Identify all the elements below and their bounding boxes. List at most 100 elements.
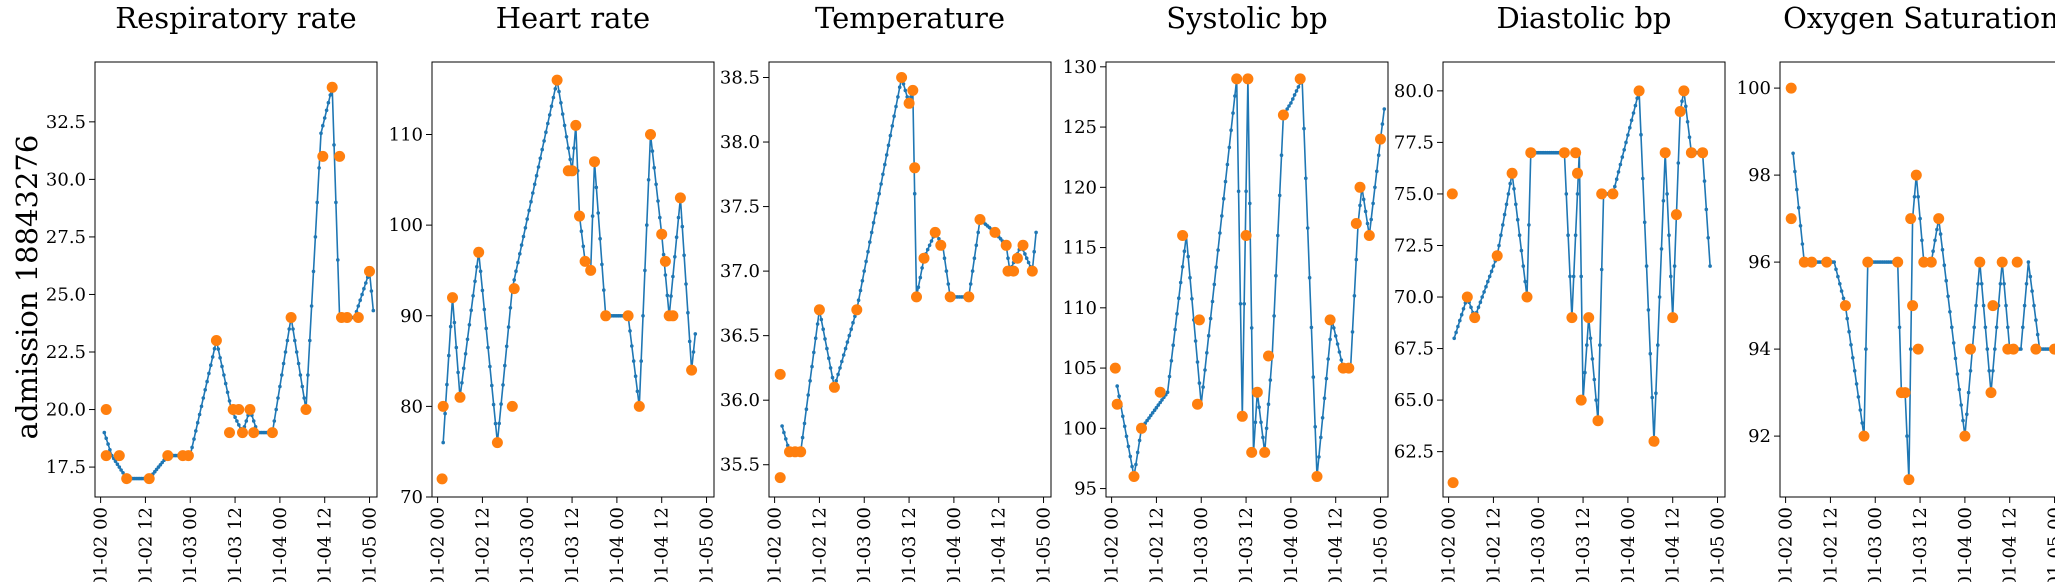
observed-point — [1839, 300, 1851, 312]
x-tick-label: 01-02 00 — [1102, 507, 1123, 582]
sample-point — [1702, 179, 1707, 183]
sample-point — [1032, 249, 1036, 254]
sample-point — [1588, 336, 1593, 341]
y-tick-label: 105 — [1063, 358, 1097, 379]
sample-point — [1326, 357, 1330, 361]
sample-point — [693, 332, 698, 336]
observed-point — [1785, 213, 1797, 225]
sample-point — [296, 361, 301, 366]
sample-point — [1965, 412, 1969, 417]
sample-point — [1648, 351, 1653, 356]
sample-point — [461, 366, 466, 371]
sample-point — [1469, 305, 1473, 310]
sample-point — [901, 82, 906, 86]
sample-point — [1629, 118, 1634, 123]
x-tick-label: 01-03 00 — [1865, 507, 1886, 582]
sample-point — [1918, 216, 1922, 221]
sample-point — [860, 279, 865, 283]
sample-point — [1979, 282, 1984, 286]
sample-point — [1208, 316, 1213, 321]
sample-point — [1382, 107, 1387, 111]
sample-point — [205, 379, 209, 384]
sample-point — [1951, 341, 1956, 345]
x-tick-label: 01-02 12 — [1146, 507, 1167, 582]
observed-point — [1821, 256, 1833, 268]
sample-point — [199, 404, 204, 409]
sample-point — [600, 262, 604, 267]
sample-point — [825, 346, 829, 351]
sample-point — [195, 420, 200, 425]
sample-point — [2022, 303, 2027, 308]
sample-point — [1519, 248, 1524, 253]
sample-point — [328, 93, 333, 97]
y-tick-label: 67.5 — [1394, 339, 1434, 360]
sample-point — [1521, 264, 1526, 268]
sample-point — [1834, 267, 1838, 272]
sample-point — [478, 269, 483, 274]
sample-point — [1259, 420, 1263, 425]
sample-point — [324, 108, 329, 113]
observed-point — [1806, 256, 1818, 268]
sample-point — [1583, 370, 1587, 375]
sample-point — [119, 468, 123, 472]
sample-point — [1685, 120, 1690, 124]
sample-point — [1642, 220, 1647, 225]
sample-point — [1294, 89, 1299, 93]
observed-point — [622, 310, 634, 322]
sample-point — [1620, 155, 1625, 159]
panel-title: Systolic bp — [1166, 1, 1327, 35]
sample-point — [108, 448, 112, 452]
sample-point — [1373, 185, 1377, 190]
observed-point — [491, 437, 503, 449]
observed-point — [1572, 167, 1583, 179]
x-tick-label: 01-04 12 — [2000, 507, 2021, 582]
observed-point — [1633, 85, 1645, 97]
sample-point — [562, 123, 567, 128]
sample-point — [827, 356, 831, 361]
observed-point — [1575, 394, 1587, 406]
observed-point — [929, 226, 941, 238]
y-tick-label: 120 — [1063, 177, 1097, 198]
sample-point — [1220, 214, 1224, 218]
sample-point — [905, 95, 909, 99]
sample-point — [676, 215, 681, 220]
observed-point — [1905, 213, 1917, 225]
observed-markers — [436, 74, 698, 485]
observed-point — [1974, 256, 1986, 268]
y-tick-label: 20.0 — [46, 400, 86, 421]
sample-point — [293, 338, 297, 343]
sample-point — [197, 412, 202, 417]
observed-point — [645, 129, 656, 140]
panel-3: Temperature 35.5 36.0 36.5 37.0 37.5 38.0 38.5 0… — [720, 1, 1055, 582]
sample-point — [1633, 103, 1638, 108]
observed-point — [1907, 300, 1919, 312]
x-tick-label: 01-02 00 — [765, 507, 786, 582]
sample-point — [201, 396, 206, 400]
sample-point — [663, 273, 668, 277]
sample-point — [851, 320, 855, 325]
sample-point — [1585, 343, 1589, 347]
sample-point — [315, 200, 320, 205]
sample-point — [525, 217, 529, 221]
sample-point — [1311, 375, 1316, 379]
sample-point — [311, 269, 316, 274]
sample-point — [1218, 231, 1222, 235]
sample-point — [1289, 101, 1293, 105]
sample-point — [1704, 207, 1709, 212]
sample-point — [1908, 347, 1913, 351]
sample-point — [1188, 275, 1192, 280]
observed-point — [1583, 312, 1595, 324]
sample-point — [1961, 418, 1965, 423]
observed-point — [1596, 188, 1608, 200]
sample-point — [1953, 356, 1958, 361]
sample-point — [508, 306, 513, 310]
sample-point — [521, 234, 526, 239]
plot-frame — [1779, 61, 2055, 498]
sample-point — [225, 390, 230, 395]
sample-point — [1352, 294, 1357, 298]
observed-point — [570, 119, 582, 131]
sample-point — [1317, 455, 1321, 459]
observed-point — [989, 226, 1001, 238]
x-tick-label: 01-03 12 — [1910, 507, 1931, 582]
panel-4: Systolic bp 95 100 105 110 115 120 125 130 01-02 … — [1063, 1, 1392, 582]
